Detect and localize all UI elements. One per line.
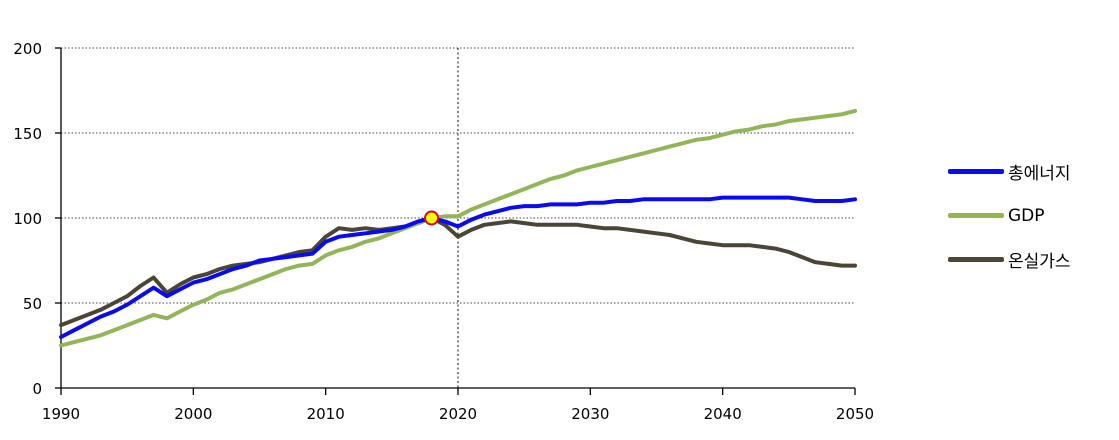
y-tick-label: 50 xyxy=(23,295,42,313)
legend-label-ghg: 온실가스 xyxy=(1008,252,1071,272)
x-tick-label: 2010 xyxy=(307,405,345,423)
legend: 총에너지 GDP 온실가스 xyxy=(948,160,1118,292)
y-tick-label: 0 xyxy=(32,380,42,398)
x-tick-label: 2030 xyxy=(571,405,609,423)
axes xyxy=(55,47,856,395)
legend-item-gdp: GDP xyxy=(948,204,1118,227)
series-line-ghg xyxy=(59,216,857,328)
tick-labels: 1990 2000 2010 2020 2030 2040 2050 0 50 100 150 200 xyxy=(13,40,874,423)
highlight-point xyxy=(424,210,440,226)
legend-item-total-energy: 총에너지 xyxy=(948,160,1118,184)
series-line-gdp xyxy=(59,108,857,348)
series-line-total-energy xyxy=(59,195,857,339)
x-tick-label: 2050 xyxy=(836,405,874,423)
legend-swatch-ghg xyxy=(948,257,1004,262)
legend-swatch-gdp xyxy=(948,213,1004,218)
y-tick-label: 200 xyxy=(13,40,42,58)
x-tick-label: 2000 xyxy=(174,405,212,423)
y-tick-label: 150 xyxy=(13,125,42,143)
legend-label-gdp: GDP xyxy=(1008,205,1045,226)
x-tick-label: 2020 xyxy=(439,405,477,423)
marker-layer xyxy=(424,210,440,226)
series-lines xyxy=(59,108,857,348)
legend-swatch-total-energy xyxy=(948,169,1004,174)
x-tick-label: 2040 xyxy=(704,405,742,423)
y-tick-label: 100 xyxy=(13,210,42,228)
legend-label-total-energy: 총에너지 xyxy=(1008,164,1071,184)
x-tick-label: 1990 xyxy=(42,405,80,423)
legend-item-ghg: 온실가스 xyxy=(948,248,1118,272)
